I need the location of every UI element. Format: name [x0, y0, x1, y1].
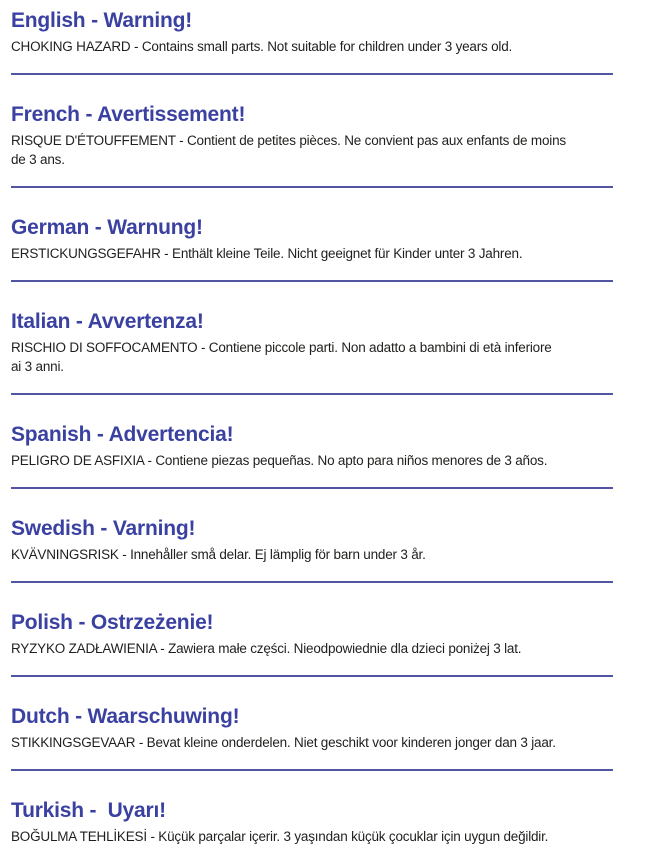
section-body-swedish: KVÄVNINGSRISK - Innehåller små delar. Ej…	[11, 547, 426, 562]
section-heading-german: German - Warnung!	[11, 216, 203, 239]
section-english: English - Warning! CHOKING HAZARD - Cont…	[11, 8, 613, 56]
section-divider	[11, 581, 613, 583]
section-divider	[11, 393, 613, 395]
section-heading-turkish: Turkish - Uyarı!	[11, 799, 166, 822]
section-german: German - Warnung! ERSTICKUNGSGEFAHR - En…	[11, 215, 613, 263]
section-divider	[11, 73, 613, 75]
section-body-dutch: STIKKINGSGEVAAR - Bevat kleine onderdele…	[11, 735, 556, 750]
section-divider	[11, 487, 613, 489]
section-body-french: RISQUE D'ÉTOUFFEMENT - Contient de petit…	[11, 133, 566, 167]
section-heading-dutch: Dutch - Waarschuwing!	[11, 705, 240, 728]
section-turkish: Turkish - Uyarı! BOĞULMA TEHLİKESİ - Küç…	[11, 798, 613, 846]
section-body-italian: RISCHIO DI SOFFOCAMENTO - Contiene picco…	[11, 340, 552, 374]
section-divider	[11, 675, 613, 677]
section-divider	[11, 280, 613, 282]
section-french: French - Avertissement! RISQUE D'ÉTOUFFE…	[11, 102, 613, 169]
section-heading-spanish: Spanish - Advertencia!	[11, 423, 234, 446]
section-heading-swedish: Swedish - Varning!	[11, 517, 196, 540]
section-spanish: Spanish - Advertencia! PELIGRO DE ASFIXI…	[11, 422, 613, 470]
section-body-spanish: PELIGRO DE ASFIXIA - Contiene piezas peq…	[11, 453, 548, 468]
section-body-polish: RYZYKO ZADŁAWIENIA - Zawiera małe części…	[11, 641, 522, 656]
section-heading-italian: Italian - Avvertenza!	[11, 310, 204, 333]
section-divider	[11, 769, 613, 771]
section-italian: Italian - Avvertenza! RISCHIO DI SOFFOCA…	[11, 309, 613, 376]
section-body-german: ERSTICKUNGSGEFAHR - Enthält kleine Teile…	[11, 246, 523, 261]
section-heading-polish: Polish - Ostrzeżenie!	[11, 611, 214, 634]
section-heading-french: French - Avertissement!	[11, 103, 246, 126]
section-polish: Polish - Ostrzeżenie! RYZYKO ZADŁAWIENIA…	[11, 610, 613, 658]
section-dutch: Dutch - Waarschuwing! STIKKINGSGEVAAR - …	[11, 704, 613, 752]
section-body-english: CHOKING HAZARD - Contains small parts. N…	[11, 39, 513, 54]
section-divider	[11, 186, 613, 188]
section-heading-english: English - Warning!	[11, 9, 193, 32]
section-swedish: Swedish - Varning! KVÄVNINGSRISK - Inneh…	[11, 516, 613, 564]
section-body-turkish: BOĞULMA TEHLİKESİ - Küçük parçalar içeri…	[11, 829, 549, 844]
